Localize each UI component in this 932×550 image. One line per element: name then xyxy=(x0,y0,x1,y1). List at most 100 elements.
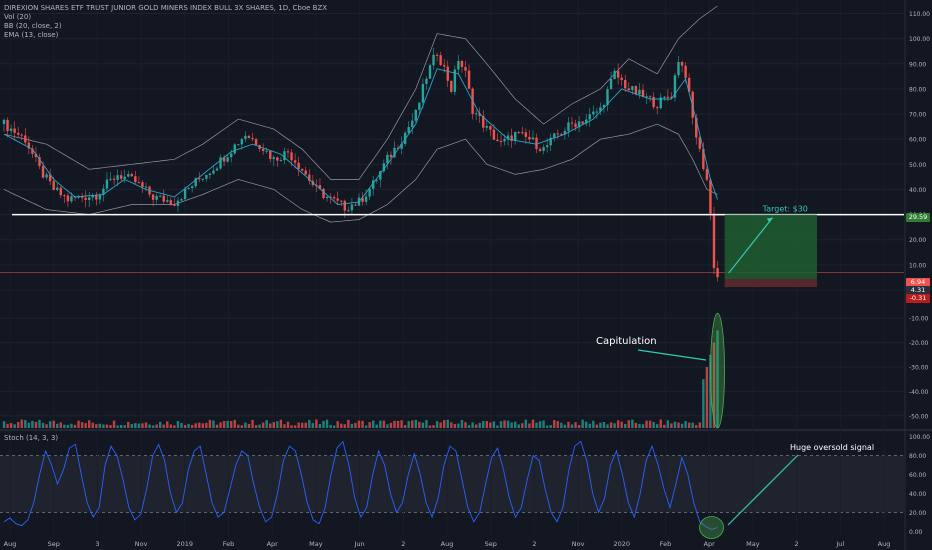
time-axis-label: Jun xyxy=(354,540,365,548)
candle-body xyxy=(379,171,382,180)
volume-bar xyxy=(301,422,304,428)
candle-body xyxy=(435,54,439,56)
volume-bar xyxy=(311,423,315,428)
volume-bar xyxy=(2,421,6,428)
volume-bar xyxy=(545,425,549,428)
volume-bar xyxy=(119,425,123,428)
candle-body xyxy=(70,196,73,202)
candle-body xyxy=(297,162,300,170)
volume-bar xyxy=(407,421,410,428)
volume-bar xyxy=(535,422,538,428)
volume-bar xyxy=(283,424,286,428)
volume-bar xyxy=(386,424,389,428)
candle-body xyxy=(393,147,396,158)
candle-body xyxy=(648,96,652,98)
candle-body xyxy=(517,131,520,133)
candle-body xyxy=(560,133,563,135)
candle-body xyxy=(439,55,442,66)
bollinger-legend: BB (20, close, 2) xyxy=(4,22,62,30)
volume-bar xyxy=(304,422,307,428)
volume-bar xyxy=(318,423,322,428)
candle-body xyxy=(695,117,698,138)
volume-bar xyxy=(308,419,311,428)
stoch-k-line xyxy=(3,440,718,530)
volume-bar xyxy=(357,420,361,428)
volume-bar xyxy=(201,423,204,428)
volume-bar xyxy=(492,421,496,428)
volume-bar xyxy=(59,422,62,428)
stoch-tick-label: 40.00 xyxy=(909,491,926,498)
volume-bar xyxy=(396,420,400,428)
candle-body xyxy=(98,194,102,200)
capitulation-ellipse xyxy=(710,312,725,429)
volume-bar xyxy=(372,420,375,428)
candle-body xyxy=(325,196,329,199)
candle-body xyxy=(407,127,410,133)
candle-body xyxy=(414,109,417,121)
volume-bar xyxy=(180,422,183,428)
volume-bar xyxy=(531,419,535,428)
volume-bar xyxy=(215,424,219,428)
volume-legend: Vol (20) xyxy=(4,13,32,21)
volume-bar xyxy=(183,425,187,428)
price-tick-label: 70.00 xyxy=(909,112,926,119)
candle-body xyxy=(680,61,684,66)
candle-body xyxy=(41,166,45,178)
volume-bar xyxy=(680,423,684,428)
chart-title: DIREXION SHARES ETF TRUST JUNIOR GOLD MI… xyxy=(4,4,328,12)
candle-body xyxy=(585,119,588,124)
volume-bar xyxy=(276,421,279,428)
candle-body xyxy=(659,97,662,109)
volume-bar xyxy=(343,424,346,428)
candle-body xyxy=(677,61,680,76)
volume-bar xyxy=(631,419,634,428)
volume-bar xyxy=(638,423,641,428)
candle-body xyxy=(446,66,449,81)
candle-body xyxy=(269,150,272,159)
target-loss-zone xyxy=(724,279,817,288)
candle-body xyxy=(631,86,634,91)
candle-body xyxy=(684,65,687,78)
price-tick-label: 50.00 xyxy=(909,162,926,169)
candle-body xyxy=(56,187,59,191)
candle-body xyxy=(652,96,655,108)
volume-bar xyxy=(222,421,226,428)
volume-bar xyxy=(602,422,606,428)
candle-body xyxy=(624,80,627,89)
volume-bar xyxy=(325,419,329,428)
candle-body xyxy=(620,77,623,81)
volume-bar xyxy=(261,422,265,428)
candle-body xyxy=(194,178,197,187)
volume-bar xyxy=(265,420,268,428)
volume-bar xyxy=(585,421,588,428)
volume-bar xyxy=(432,425,435,428)
candle-body xyxy=(198,178,201,180)
candle-body xyxy=(616,70,620,78)
volume-bar xyxy=(446,419,449,428)
candle-body xyxy=(52,181,55,191)
candle-body xyxy=(329,196,332,198)
volume-bar xyxy=(340,423,343,428)
candle-body xyxy=(222,157,226,162)
candle-body xyxy=(343,200,346,211)
stoch-legend-box: Stoch (14, 3, 3) xyxy=(4,434,58,443)
candle-body xyxy=(102,188,105,195)
volume-bar xyxy=(80,422,84,428)
candle-body xyxy=(638,89,641,95)
volume-bar xyxy=(293,425,297,428)
volume-bar xyxy=(130,424,133,428)
volume-bar xyxy=(56,423,59,428)
volume-bar xyxy=(499,421,503,428)
volume-tick-label: -10.00 xyxy=(909,316,929,323)
candle-body xyxy=(361,197,364,202)
candle-body xyxy=(24,135,27,143)
volume-bar xyxy=(400,420,403,428)
volume-bar xyxy=(712,342,716,428)
time-axis-label: 2 xyxy=(795,540,799,548)
volume-bar xyxy=(336,421,339,428)
candle-body xyxy=(375,179,378,181)
candle-body xyxy=(123,176,126,179)
candle-body xyxy=(27,142,31,149)
candle-body xyxy=(134,176,137,183)
candle-body xyxy=(304,170,307,175)
